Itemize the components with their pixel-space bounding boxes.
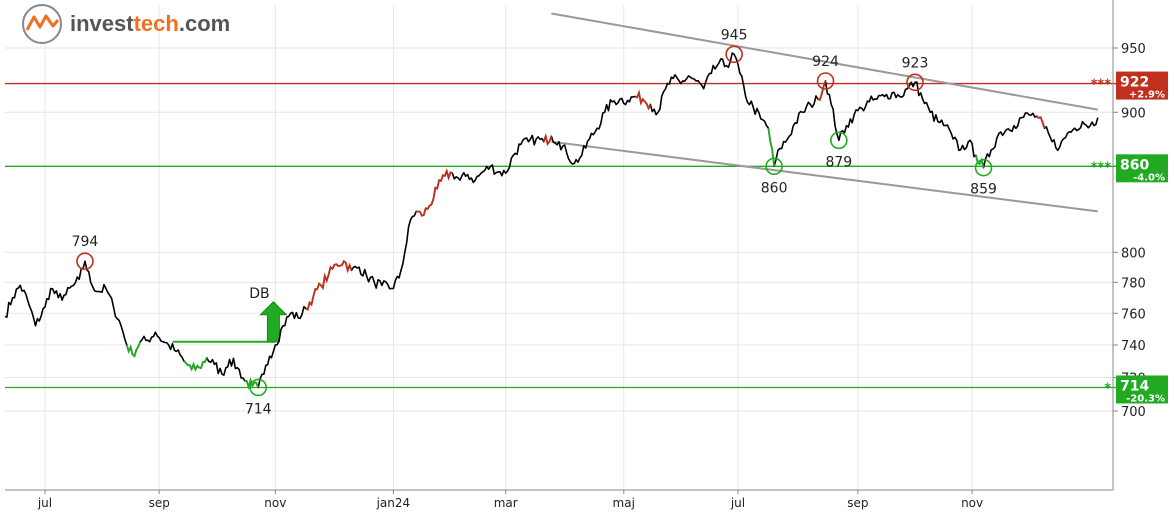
signal-segment [1036, 115, 1046, 129]
x-tick-label: jan24 [376, 496, 411, 510]
grid-lines [5, 5, 1113, 490]
top-marker-circle [76, 252, 94, 271]
extreme-points: 794 714 945 860 924 879 923 859 [72, 27, 997, 417]
brand-name-part3: .com [179, 11, 230, 36]
level-labels: *** 922+2.9% *** 860-4.0% * 714-20.3% [1091, 71, 1168, 404]
level-label-box [1116, 154, 1168, 183]
bottom-marker-circle [249, 378, 268, 397]
y-tick-label: 780 [1121, 276, 1146, 291]
level-value-label: 860 [1120, 157, 1149, 173]
double-bottom-pattern: DB [172, 286, 288, 343]
extreme-value-label: 879 [825, 154, 852, 170]
x-tick-label: maj [613, 496, 635, 510]
investtech-logo[interactable]: investtech.com [22, 4, 230, 44]
trend-channel [551, 12, 1098, 213]
level-change-label: +2.9% [1129, 90, 1165, 101]
level-label-box [1116, 375, 1168, 404]
investtech-logo-wave-icon [25, 14, 60, 31]
x-tick-label: sep [149, 496, 170, 510]
bottom-marker-circle [974, 158, 993, 177]
extreme-value-label: 714 [245, 401, 272, 417]
extreme-value-label: 860 [761, 180, 788, 196]
signal-segment [125, 341, 142, 358]
top-marker-circle [816, 72, 835, 90]
level-stars: *** [1091, 160, 1112, 175]
top-marker-circle [906, 73, 924, 92]
x-tick-label: jul [37, 496, 52, 510]
x-tick-label: jul [730, 496, 745, 510]
y-tick-label: 950 [1121, 42, 1146, 57]
price-series [4, 52, 1099, 391]
level-label-box [1116, 71, 1168, 100]
level-value-label: 714 [1120, 378, 1149, 394]
brand-name-part1: invest [70, 11, 134, 36]
signal-segment [817, 80, 827, 102]
level-change-label: -20.3% [1126, 393, 1165, 404]
top-marker-circle [725, 45, 743, 64]
x-tick-label: nov [961, 496, 983, 510]
trend-channel-upper-line [551, 12, 1098, 111]
bottom-marker-circle [765, 157, 783, 176]
double-bottom-label: DB [249, 286, 269, 302]
x-tick-label: nov [264, 496, 286, 510]
extreme-value-label: 923 [902, 55, 929, 71]
y-tick-label: 700 [1121, 405, 1146, 420]
level-value-label: 922 [1120, 75, 1149, 91]
extreme-value-label: 794 [72, 234, 99, 250]
signal-segment [634, 89, 652, 111]
level-stars: *** [1091, 78, 1112, 93]
trend-channel-lower-line [551, 140, 1098, 213]
signal-segment [416, 167, 453, 217]
y-tick-label: 900 [1121, 106, 1146, 121]
x-tick-label: mar [494, 496, 518, 510]
y-tick-label: 740 [1121, 339, 1146, 354]
brand-name-part2: tech [134, 11, 179, 36]
y-tick-label: 760 [1121, 307, 1146, 322]
signal-segment [183, 357, 208, 372]
extreme-value-label: 945 [721, 27, 748, 43]
level-stars: * [1104, 381, 1111, 396]
y-tick-label: 800 [1121, 246, 1146, 261]
signal-segment [542, 132, 553, 147]
x-tick-label: sep [847, 496, 868, 510]
signal-segment [975, 155, 985, 168]
level-change-label: -4.0% [1133, 172, 1165, 183]
extreme-value-label: 859 [970, 182, 997, 198]
svg-text:investtech.com: investtech.com [70, 11, 230, 36]
bottom-marker-circle [830, 131, 848, 150]
extreme-value-label: 924 [812, 54, 839, 70]
signal-segment [305, 259, 353, 311]
